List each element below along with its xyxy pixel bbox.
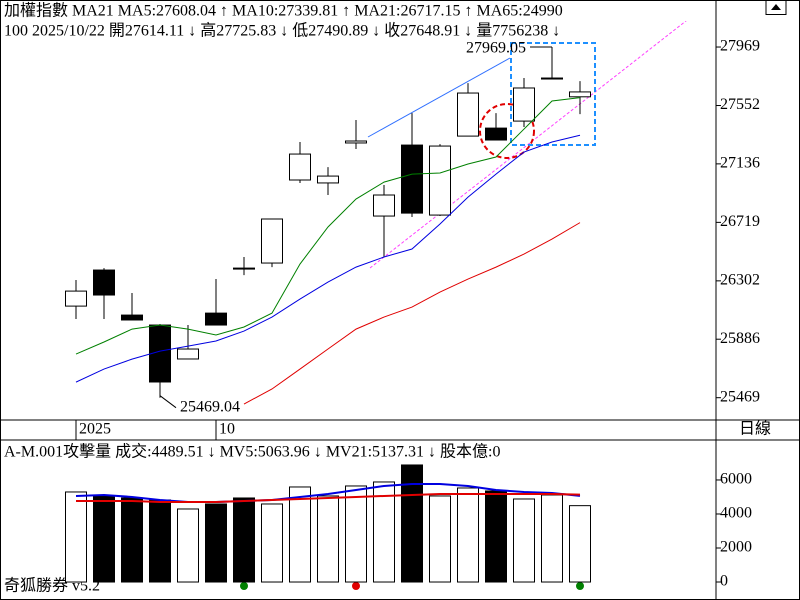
x-tick-label: 10 <box>219 421 235 438</box>
volume-bar <box>345 485 367 583</box>
candle-body <box>289 153 311 181</box>
y-tick-label: 4000 <box>720 505 752 522</box>
y-tick-label: 26719 <box>720 213 760 230</box>
signal-dot <box>240 582 248 590</box>
candle-body <box>513 87 535 122</box>
candle-body <box>429 145 451 216</box>
candle-body <box>317 175 339 184</box>
volume-bar <box>401 464 423 583</box>
candle-body <box>569 91 591 98</box>
highlight-box <box>510 42 596 146</box>
y-tick-label: 27136 <box>720 155 760 172</box>
signal-dot <box>352 582 360 590</box>
legend-entry: 成交:4489.51 <box>115 443 203 461</box>
legend-entry: MA5:27608.04 <box>118 3 216 20</box>
legend-entry: 加權指數 MA21 <box>4 2 114 20</box>
candle-body <box>345 140 367 144</box>
volume-bar <box>205 503 227 583</box>
y-tick-label: 25886 <box>720 330 760 347</box>
volume-bar <box>289 486 311 583</box>
info-line: 100 2025/10/22 開27614.11 ↓ 高27725.83 ↓ 低… <box>4 22 560 40</box>
candle-body <box>373 194 395 217</box>
legend-entry: ↓ <box>208 444 216 461</box>
legend-entry: ↑ <box>220 3 228 20</box>
y-tick-label: 27552 <box>720 96 760 113</box>
legend-entry: ↓ <box>314 444 322 461</box>
legend-entry: ↓ <box>428 444 436 461</box>
x-tick-label: 2025 <box>79 421 111 438</box>
annotation: 25469.04 <box>180 398 240 415</box>
legend-entry: ↑ <box>342 3 350 20</box>
candle-body <box>541 77 563 80</box>
volume-bar <box>457 487 479 583</box>
y-tick-label: 25469 <box>720 388 760 405</box>
legend-entry: ↑ <box>465 3 473 20</box>
volume-bar <box>373 481 395 583</box>
candle-body <box>233 267 255 270</box>
period-label: 日線 <box>739 420 771 438</box>
y-tick-label: 2000 <box>720 539 752 556</box>
y-tick-label: 26302 <box>720 272 760 289</box>
ma-line <box>75 97 581 355</box>
volume-bar <box>485 490 507 583</box>
legend-bg <box>1 1 715 21</box>
legend-entry: A-M.001攻擊量 <box>4 443 111 461</box>
ma-line <box>76 492 581 503</box>
candle-body <box>401 144 423 214</box>
trend-line <box>367 57 511 138</box>
volume-bar <box>317 495 339 583</box>
volume-bar <box>513 498 535 583</box>
legend-entry: MV5:5063.96 <box>220 444 310 461</box>
volume-bar <box>429 495 451 583</box>
annotation: 27969.05 <box>466 40 526 57</box>
candle-body <box>93 269 115 296</box>
candle-body <box>205 312 227 326</box>
candle-body <box>177 348 199 360</box>
volume-bar <box>569 505 591 583</box>
legend-entry: 股本億:0 <box>440 443 500 461</box>
volume-bar <box>149 499 171 583</box>
legend-entry: MA10:27339.81 <box>232 3 338 20</box>
y-tick-label: 6000 <box>720 471 752 488</box>
ma-line <box>75 482 581 503</box>
y-tick-label: 27969 <box>720 38 760 55</box>
annotation-leader <box>159 395 177 409</box>
candle-body <box>261 218 283 264</box>
volume-bar <box>93 495 115 583</box>
volume-bar <box>177 508 199 583</box>
volume-bar <box>541 494 563 583</box>
candle-body <box>121 314 143 321</box>
trend-line <box>369 9 701 269</box>
candle-body <box>457 92 479 137</box>
ma-line <box>75 134 581 383</box>
signal-dot <box>576 582 584 590</box>
legend-bg <box>1 441 715 463</box>
ma-line <box>243 222 581 405</box>
volume-bar <box>121 497 143 583</box>
highlight-circle <box>479 103 535 159</box>
y-tick-label: 0 <box>720 573 728 590</box>
candle-body <box>485 127 507 141</box>
legend-entry: MA65:24990 <box>477 3 563 20</box>
scroll-arrow <box>771 4 781 10</box>
volume-bar <box>233 497 255 583</box>
volume-bar <box>261 503 283 583</box>
legend-entry: MV21:5137.31 <box>326 444 424 461</box>
legend-entry: MA21:26717.15 <box>354 3 460 20</box>
candle-body <box>65 290 87 307</box>
volume-bar <box>65 491 87 583</box>
